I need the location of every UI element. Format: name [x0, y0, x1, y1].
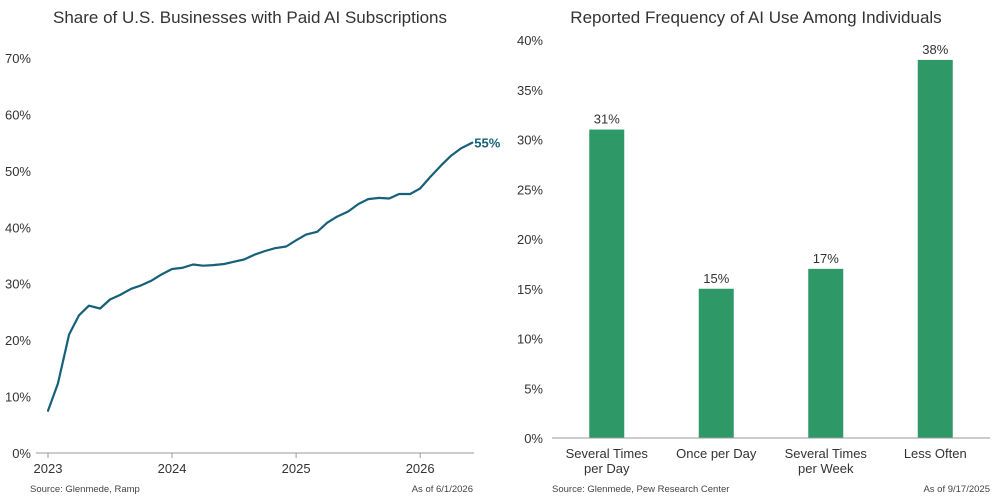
bar	[917, 59, 953, 439]
line-y-tick-label: 20%	[5, 333, 31, 348]
line-series-businesses-ai	[46, 141, 474, 412]
bar-x-tick-label: Several Times per Day	[566, 446, 649, 476]
bar-y-tick-label: 20%	[517, 232, 543, 247]
bar-x-tick-label: Less Often	[904, 446, 967, 461]
bar-y-tick-label: 30%	[517, 133, 543, 148]
bar	[808, 268, 844, 438]
bar	[589, 129, 625, 439]
bar-y-tick-label: 5%	[524, 381, 543, 396]
line-x-tick-label: 2025	[282, 461, 311, 476]
bar-y-tick-label: 10%	[517, 332, 543, 347]
line-chart-y-axis: 0% 10% 20% 30% 40% 50% 60% 70%	[5, 51, 31, 461]
bar-data-label: 15%	[703, 271, 729, 286]
bar-y-tick-label: 40%	[517, 33, 543, 48]
line-end-label: 55%	[474, 136, 500, 151]
bar	[698, 288, 734, 438]
line-y-tick-label: 30%	[5, 277, 31, 292]
bar-data-label: 38%	[922, 42, 948, 57]
line-chart-as-of: As of 6/1/2026	[412, 484, 473, 495]
bar-chart-title: Reported Frequency of AI Use Among Indiv…	[570, 8, 941, 27]
line-y-tick-label: 70%	[5, 51, 31, 66]
bar-chart-bars: 31% 15% 17% 38%	[589, 42, 953, 439]
bar-chart-source: Source: Glenmede, Pew Research Center	[552, 484, 729, 495]
line-y-tick-label: 10%	[5, 390, 31, 405]
bar-y-tick-label: 0%	[524, 431, 543, 446]
line-chart-source: Source: Glenmede, Ramp	[30, 484, 140, 495]
line-y-tick-label: 60%	[5, 107, 31, 122]
line-y-tick-label: 50%	[5, 164, 31, 179]
line-chart-x-axis: 2023 2024 2025 2026	[34, 453, 435, 476]
bar-y-tick-label: 25%	[517, 182, 543, 197]
bar-chart-y-axis: 0% 5% 10% 15% 20% 25% 30% 35% 40%	[517, 33, 543, 446]
line-y-tick-label: 0%	[12, 446, 31, 461]
line-x-tick-label: 2026	[406, 461, 435, 476]
bar-data-label: 31%	[594, 112, 620, 127]
bar-y-tick-label: 35%	[517, 83, 543, 98]
line-y-tick-label: 40%	[5, 220, 31, 235]
bar-data-label: 17%	[813, 251, 839, 266]
bar-chart-x-axis: Several Times per Day Once per Day Several …	[566, 446, 967, 476]
bar-chart-as-of: As of 9/17/2025	[923, 484, 990, 495]
bar-x-tick-label: Once per Day	[676, 446, 757, 461]
line-x-tick-label: 2024	[158, 461, 187, 476]
bar-y-tick-label: 15%	[517, 282, 543, 297]
line-x-tick-label: 2023	[34, 461, 63, 476]
line-chart-title: Share of U.S. Businesses with Paid AI Su…	[53, 8, 447, 27]
bar-x-tick-label: Several Times per Week	[785, 446, 868, 476]
